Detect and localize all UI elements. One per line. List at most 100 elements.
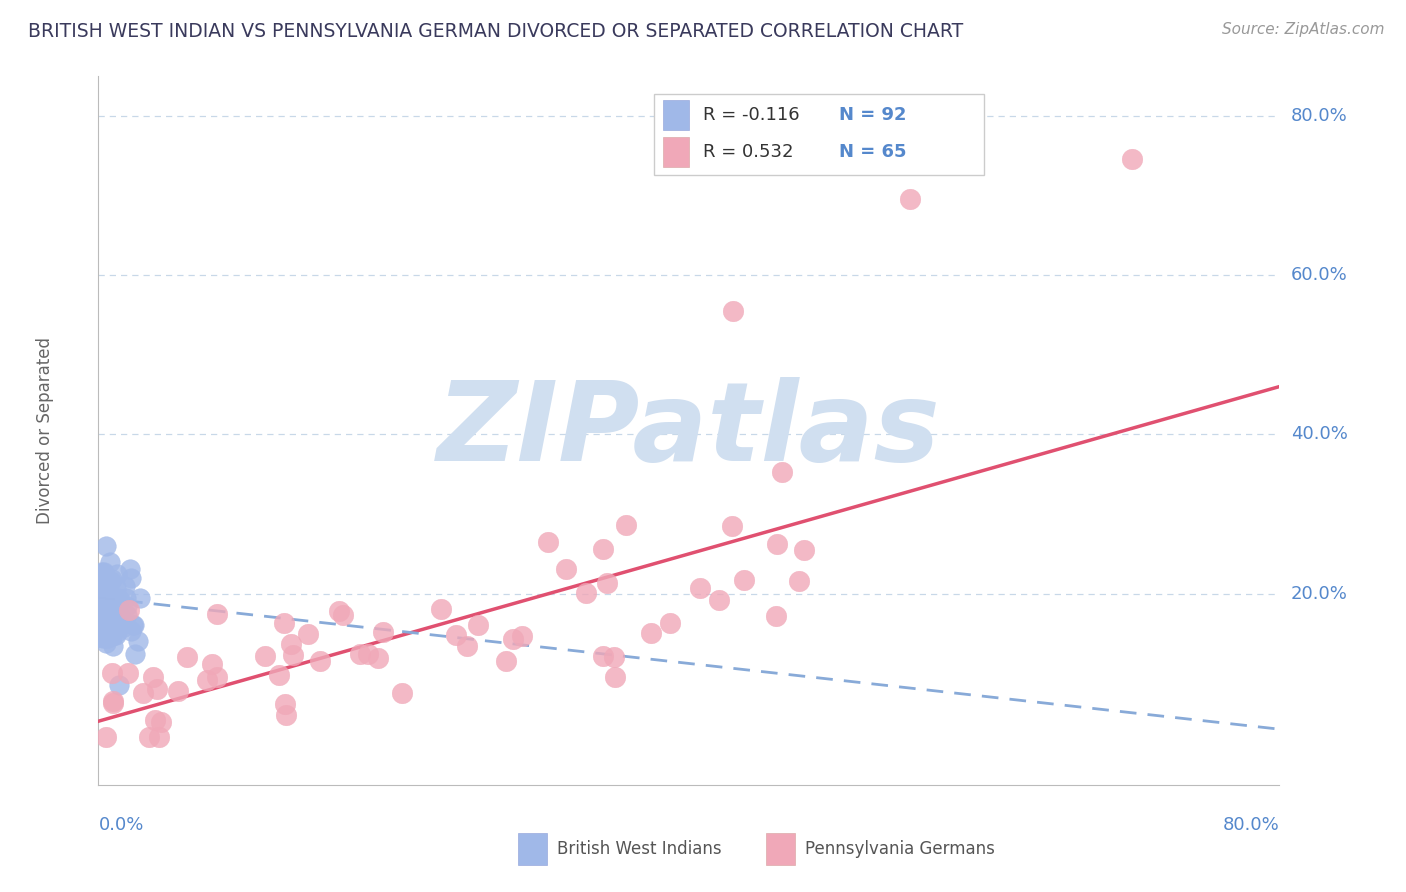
Point [205,607,228,622]
Point [120,571,142,585]
Point [89,630,111,644]
Point [689,581,711,595]
Point [105,566,128,581]
Point [91,590,114,604]
Point [596,575,619,590]
Point [93,566,115,580]
Point [592,542,614,557]
Point [103,596,125,610]
Point [90,622,112,636]
Point [640,626,662,640]
Point [93,606,115,620]
Bar [517,833,547,864]
Point [356,648,378,662]
Point [142,670,165,684]
Point [96,610,118,624]
Point [94,611,117,625]
Point [118,603,141,617]
Point [90,590,112,604]
Point [367,651,389,665]
Point [765,608,787,623]
Point [112,619,135,633]
Point [104,615,127,629]
Text: 40.0%: 40.0% [1291,425,1347,443]
Point [148,730,170,744]
Point [89,610,111,624]
Point [297,627,319,641]
Point [103,694,125,708]
Point [101,697,124,711]
Point [502,632,524,646]
Point [118,562,141,576]
Point [510,629,533,643]
Point [98,612,121,626]
Point [96,591,118,606]
Text: 20.0%: 20.0% [1291,585,1347,603]
Point [101,639,124,653]
Point [96,599,118,614]
Point [93,602,115,616]
Point [121,618,143,632]
Point [122,617,145,632]
Point [94,598,117,612]
Point [108,678,131,692]
Point [91,631,114,645]
Point [201,657,224,672]
Point [89,585,111,599]
Point [94,539,117,553]
Point [101,629,124,643]
Point [87,582,110,596]
Point [96,575,118,590]
Point [114,579,136,593]
Point [100,591,122,605]
Point [90,575,112,590]
Point [97,601,120,615]
Point [205,670,228,684]
Point [900,192,922,206]
Point [94,614,117,628]
Point [107,625,129,640]
Text: British West Indians: British West Indians [557,839,721,858]
Text: N = 92: N = 92 [839,106,907,124]
Point [766,537,789,551]
Point [349,647,371,661]
Point [105,582,128,596]
Text: BRITISH WEST INDIAN VS PENNSYLVANIA GERMAN DIVORCED OR SEPARATED CORRELATION CHA: BRITISH WEST INDIAN VS PENNSYLVANIA GERM… [28,22,963,41]
Point [446,628,468,642]
Point [90,616,112,631]
Point [124,648,146,662]
Point [467,617,489,632]
Point [115,607,138,622]
FancyBboxPatch shape [654,94,984,175]
Point [110,610,132,624]
Point [94,595,117,609]
Point [605,670,627,684]
Point [105,595,128,609]
Bar [664,136,689,167]
Point [721,519,744,533]
Point [574,586,596,600]
Point [91,600,114,615]
Text: Pennsylvania Germans: Pennsylvania Germans [804,839,994,858]
Text: 80.0%: 80.0% [1291,107,1347,125]
Point [100,610,122,624]
Point [100,574,122,588]
Point [167,683,190,698]
Point [614,518,637,533]
Point [121,624,143,638]
Point [97,593,120,607]
Point [91,584,114,599]
Point [536,535,558,549]
Point [108,593,131,607]
Text: Source: ZipAtlas.com: Source: ZipAtlas.com [1222,22,1385,37]
Text: R = -0.116: R = -0.116 [703,106,800,124]
Point [280,637,302,651]
Point [104,628,127,642]
Point [603,650,626,665]
Point [103,600,125,615]
Point [94,591,117,606]
Point [96,587,118,601]
Point [723,304,745,318]
Point [91,599,114,614]
Point [146,682,169,697]
